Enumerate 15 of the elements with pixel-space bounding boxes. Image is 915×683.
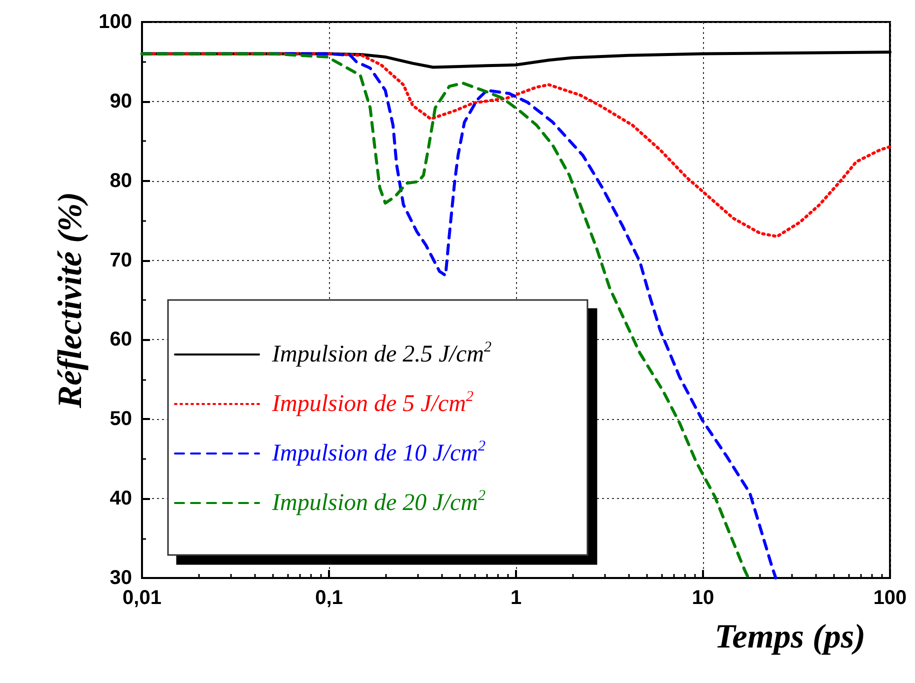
y-tick-label: 30 xyxy=(110,567,132,589)
x-axis-title: Temps (ps) xyxy=(714,618,866,656)
y-tick-label: 100 xyxy=(98,11,132,33)
y-tick-label: 50 xyxy=(110,408,132,430)
y-axis-title: Réflectivité (%) xyxy=(52,192,90,410)
x-tick-label: 1 xyxy=(510,587,522,609)
y-tick-label: 60 xyxy=(110,328,132,351)
x-tick-label: 10 xyxy=(692,587,714,609)
x-tick-label: 0,01 xyxy=(122,587,162,609)
x-tick-label: 0,1 xyxy=(315,587,343,609)
x-tick-label: 100 xyxy=(873,587,907,609)
y-tick-label: 90 xyxy=(110,90,132,112)
y-tick-label: 80 xyxy=(110,170,132,192)
y-tick-label: 40 xyxy=(110,488,132,510)
y-tick-label: 70 xyxy=(110,249,132,272)
